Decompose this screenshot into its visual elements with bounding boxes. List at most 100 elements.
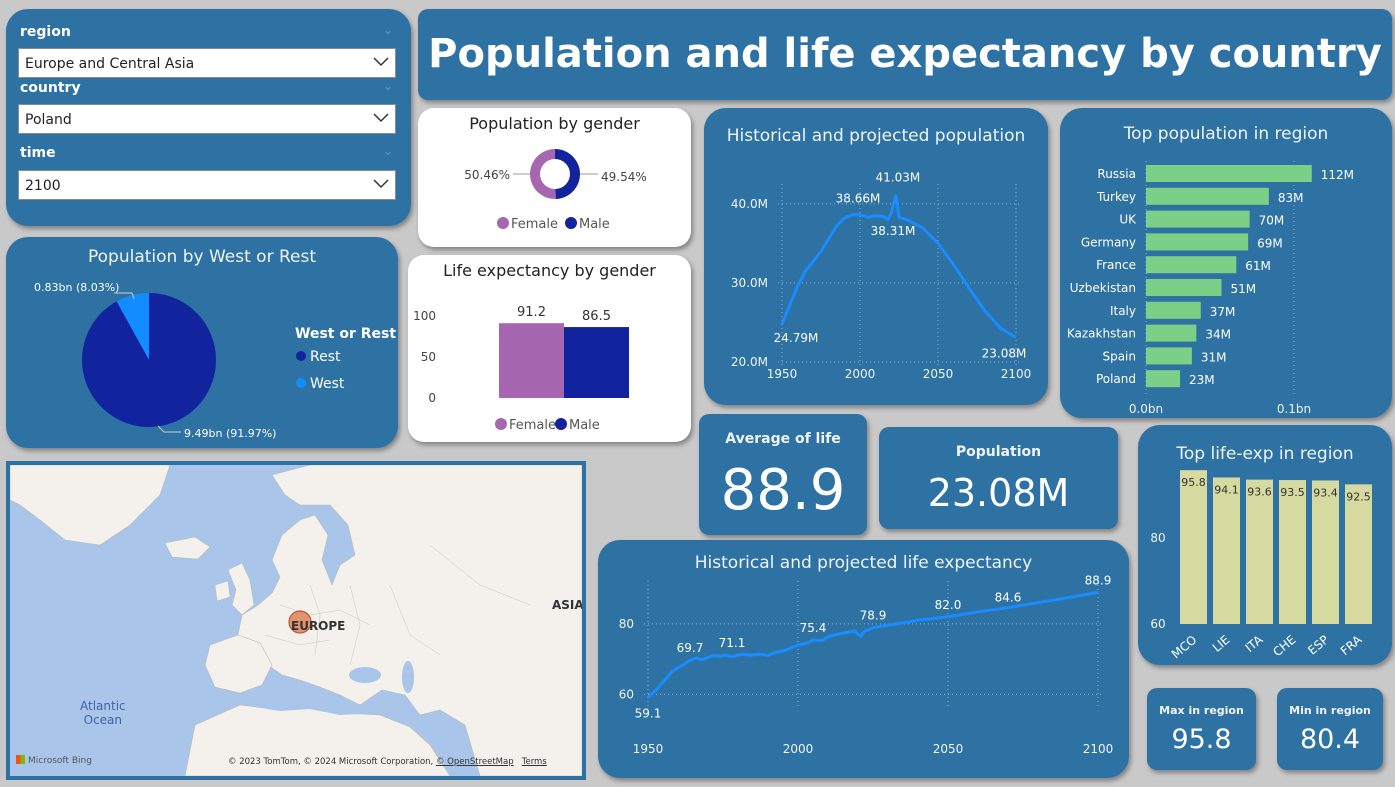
- legend-west-label: West: [310, 376, 345, 392]
- life-gender-bar-chart: 100 50 0 91.2 86.5 Female Male: [413, 305, 629, 433]
- data-label: 24.79M: [774, 331, 819, 345]
- leader-line: [157, 425, 181, 433]
- country-label: country: [20, 80, 81, 96]
- category-label: UK: [1119, 213, 1137, 227]
- series-line: [646, 590, 1099, 699]
- bar-italy: [1146, 301, 1201, 319]
- bing-logo: Microsoft Bing: [16, 755, 92, 766]
- caspian-sea: [402, 661, 414, 693]
- bar-france: [1146, 256, 1237, 274]
- top-life-exp-bar-chart: 80 60 95.8 MCO 94.1 LIE 93.6 ITA 93.5 CHE 93.4 ESP 9…: [1150, 470, 1372, 662]
- data-label: 88.9: [1085, 573, 1112, 587]
- data-label: 34M: [1205, 328, 1231, 342]
- kpi-value: 88.9: [720, 458, 846, 523]
- region-dropdown[interactable]: Europe and Central Asia: [18, 48, 396, 78]
- bar-lie: [1213, 477, 1240, 624]
- landmass-west-europe: [204, 634, 273, 694]
- legend-west-marker: [296, 378, 306, 388]
- black-sea: [349, 667, 381, 683]
- legend-female-marker: [495, 418, 507, 430]
- x-tick-label: 2100: [1001, 367, 1032, 381]
- kpi-label: Average of life: [725, 431, 841, 447]
- region-chevron-icon[interactable]: ⌄: [382, 23, 393, 37]
- data-label: 112M: [1321, 168, 1354, 182]
- y-tick-label: 40.0M: [731, 197, 768, 211]
- data-label: 95.8: [1181, 476, 1206, 489]
- data-label: 69.7: [677, 641, 704, 655]
- x-tick-label: 0.0bn: [1129, 402, 1163, 416]
- population-kpi: Population 23.08M: [879, 427, 1118, 529]
- data-label: 70M: [1259, 214, 1285, 228]
- y-tick-label: 30.0M: [731, 276, 768, 290]
- bar-russia: [1146, 165, 1312, 182]
- chevron-down-icon: [373, 179, 389, 189]
- bar-germany: [1146, 233, 1249, 251]
- x-tick-label: 2000: [783, 742, 814, 756]
- donut-slice-male: [555, 149, 580, 199]
- category-label: Germany: [1081, 235, 1136, 249]
- life-gender-card: Life expectancy by gender 100 50 0 91.2 86.5…: [408, 255, 691, 442]
- bing-label: Microsoft Bing: [28, 756, 92, 766]
- landmass-iceland: [164, 536, 211, 560]
- chevron-down-icon: [373, 57, 389, 67]
- map-visual[interactable]: EUROPE ASIA Atlantic Ocean Microsoft Bin…: [6, 461, 586, 780]
- gender-donut-chart: 50.46% 49.54% Female Male: [464, 149, 647, 232]
- kpi-value: 80.4: [1299, 724, 1361, 755]
- landmass-ireland: [214, 580, 231, 602]
- average-life-kpi: Average of life 88.9: [699, 414, 867, 535]
- data-label: 23M: [1189, 373, 1215, 387]
- bar-ita: [1246, 479, 1273, 624]
- map-canvas[interactable]: [10, 465, 582, 776]
- bar-turkey: [1146, 187, 1269, 205]
- landmass-uk: [227, 562, 255, 616]
- kpi-label: Max in region: [1159, 704, 1244, 717]
- legend-female-label: Female: [509, 418, 556, 433]
- category-label: Turkey: [1096, 190, 1136, 204]
- bar-uzbekistan: [1146, 279, 1222, 296]
- time-chevron-icon[interactable]: ⌄: [382, 144, 393, 158]
- data-label: 91.2: [517, 305, 546, 320]
- data-label: 86.5: [582, 309, 611, 324]
- data-label: 69M: [1257, 236, 1283, 250]
- bar-female: [499, 323, 564, 398]
- y-tick-label: 50: [421, 350, 436, 364]
- time-dropdown[interactable]: 2100: [18, 170, 396, 200]
- map-label-ocean: Atlantic Ocean: [80, 699, 126, 727]
- europe-bubble-marker: [288, 610, 312, 634]
- country-dropdown[interactable]: Poland: [18, 104, 396, 134]
- legend-female-label: Female: [511, 217, 558, 232]
- x-tick-label: 0.1bn: [1277, 402, 1311, 416]
- country-chevron-icon[interactable]: ⌄: [382, 79, 393, 93]
- legend-male-label: Male: [569, 418, 600, 433]
- x-tick-label: 2050: [933, 742, 964, 756]
- data-label: 59.1: [635, 707, 662, 721]
- male-pct-label: 49.54%: [601, 170, 647, 184]
- data-label: 23.08M: [982, 347, 1027, 361]
- y-tick-label: 80: [619, 617, 634, 631]
- x-tick-label: 1950: [767, 367, 798, 381]
- osm-link[interactable]: © OpenStreetMap: [435, 757, 514, 767]
- data-label: 93.5: [1280, 486, 1305, 499]
- x-tick-label: MCO: [1169, 633, 1200, 662]
- category-label: Spain: [1102, 349, 1136, 363]
- series-line: [780, 194, 1017, 339]
- chart-title: Population by gender: [469, 114, 640, 133]
- terms-link[interactable]: Terms: [521, 757, 547, 767]
- max-region-kpi: Max in region 95.8: [1147, 688, 1256, 770]
- x-tick-label: CHE: [1270, 633, 1298, 660]
- region-value: Europe and Central Asia: [25, 56, 195, 72]
- chart-title: Historical and projected life expectancy: [694, 553, 1033, 573]
- landmass-greenland: [10, 465, 171, 546]
- bar-uk: [1146, 210, 1250, 228]
- west-rest-pie-chart: 0.83bn (8.03%) 9.49bn (91.97%) West or Res…: [34, 281, 396, 440]
- data-label: 75.4: [800, 621, 827, 635]
- legend-male-marker: [555, 418, 567, 430]
- data-label: 71.1: [719, 636, 746, 650]
- bar-kazakhstan: [1146, 324, 1197, 342]
- y-tick-label: 80: [1150, 531, 1165, 545]
- y-tick-label: 20.0M: [731, 355, 768, 369]
- data-label: 93.4: [1313, 486, 1338, 499]
- legend-male-label: Male: [579, 217, 610, 232]
- y-tick-label: 0: [428, 391, 436, 405]
- female-pct-label: 50.46%: [464, 168, 510, 182]
